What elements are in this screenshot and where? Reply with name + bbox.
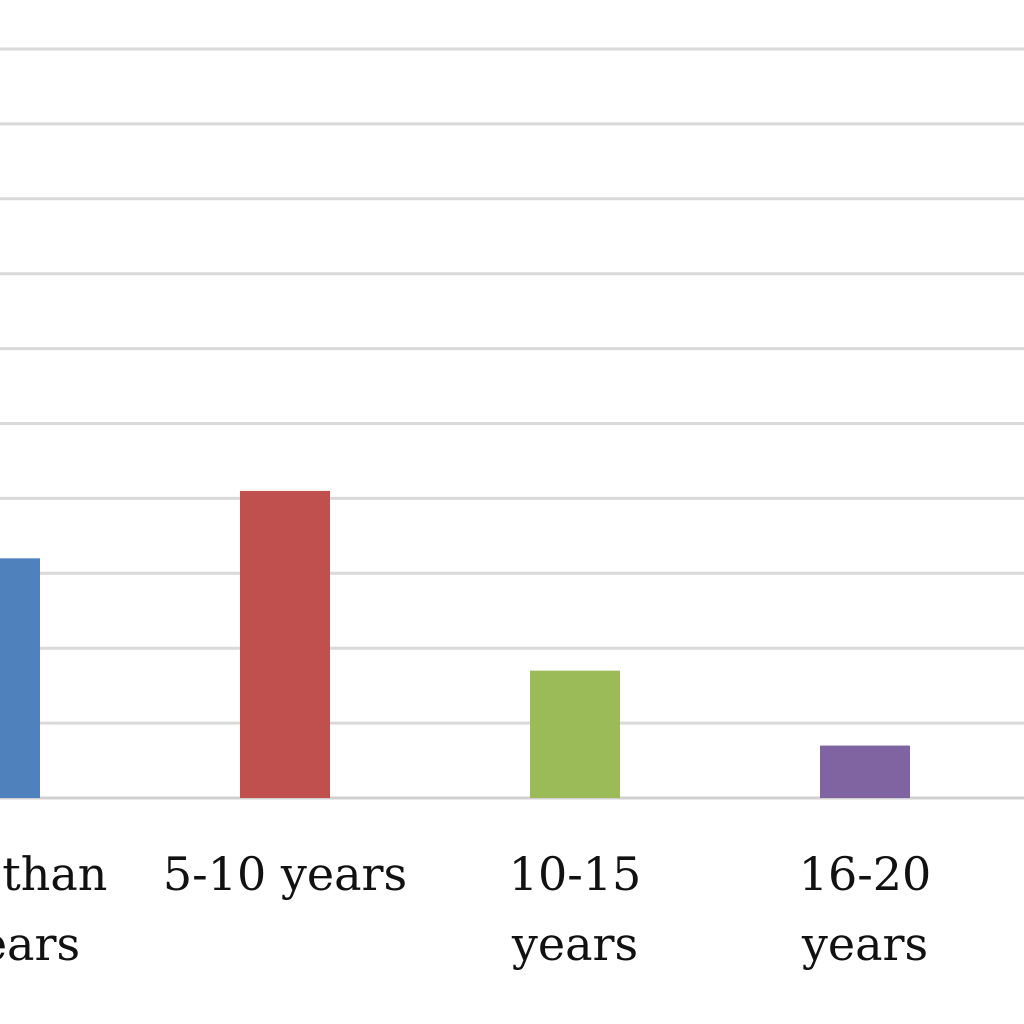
bars <box>0 490 910 798</box>
category-label: 5-10 years <box>163 847 407 901</box>
category-label: 10-15 years <box>509 847 642 971</box>
category-label: 16-20 years <box>799 847 932 971</box>
bar <box>0 558 40 798</box>
bar <box>530 670 620 798</box>
grid-lines <box>0 47 1024 725</box>
category-label: Less than5 years <box>0 847 107 971</box>
bar <box>240 490 330 798</box>
bar <box>820 745 910 798</box>
